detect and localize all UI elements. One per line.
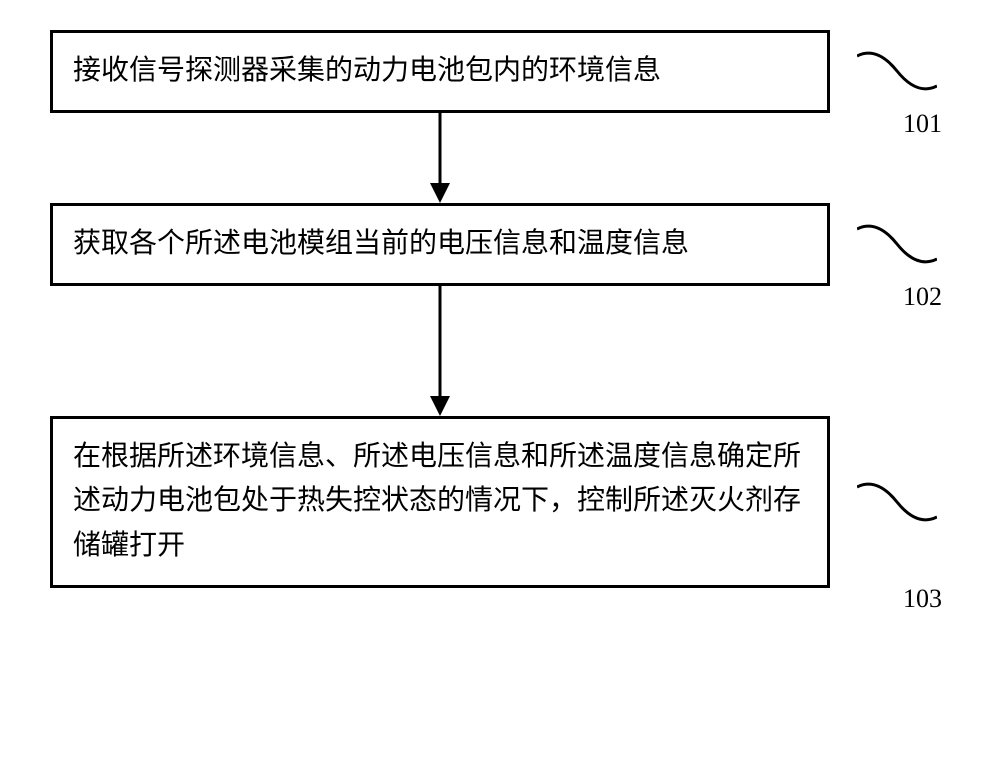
arrow-2	[425, 286, 455, 416]
connector-curve-3	[857, 477, 937, 527]
flowchart-node-2: 获取各个所述电池模组当前的电压信息和温度信息 102	[50, 203, 830, 286]
connector-curve-1	[857, 46, 937, 96]
arrow-1-container	[50, 113, 830, 203]
flowchart-node-3: 在根据所述环境信息、所述电压信息和所述温度信息确定所述动力电池包处于热失控状态的…	[50, 416, 830, 588]
node-1-text: 接收信号探测器采集的动力电池包内的环境信息	[73, 55, 661, 86]
connector-curve-2	[857, 219, 937, 269]
node-1-label: 101	[903, 103, 942, 145]
node-2-label: 102	[903, 276, 942, 318]
node-3-label: 103	[903, 578, 942, 620]
flowchart-node-1: 接收信号探测器采集的动力电池包内的环境信息 101	[50, 30, 830, 113]
node-2-text: 获取各个所述电池模组当前的电压信息和温度信息	[73, 228, 689, 259]
arrow-2-container	[50, 286, 830, 416]
node-3-text: 在根据所述环境信息、所述电压信息和所述温度信息确定所述动力电池包处于热失控状态的…	[73, 441, 801, 562]
flowchart-container: 接收信号探测器采集的动力电池包内的环境信息 101 获取各个所述电池模组当前的电…	[50, 30, 950, 588]
arrow-1	[425, 113, 455, 203]
